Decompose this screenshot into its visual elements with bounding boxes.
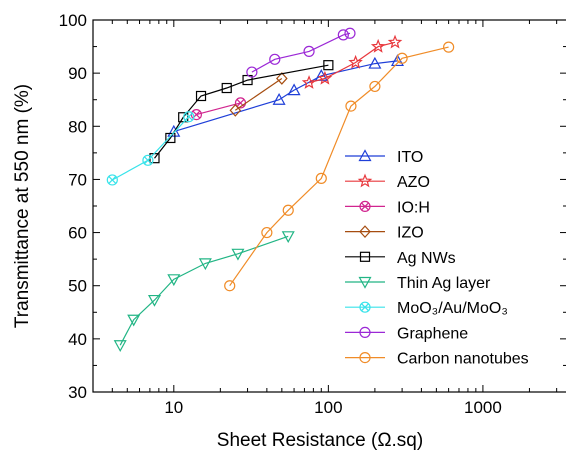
legend-label: AZO xyxy=(397,174,430,191)
series-8-point xyxy=(315,172,327,184)
legend-label: Ag NWs xyxy=(397,250,456,267)
legend-item: ITO xyxy=(345,149,423,166)
legend-label: Thin Ag layer xyxy=(397,275,491,292)
series-3-point xyxy=(276,72,288,85)
y-tick-label: 60 xyxy=(68,224,87,243)
legend: ITO AZO IO:H IZO Ag NWs Thin Ag layer MoO₃/Au/… xyxy=(345,149,529,368)
series-0-point xyxy=(287,83,301,96)
y-axis-label: Transmittance at 550 nm (%) xyxy=(12,84,33,328)
x-axis-label: Sheet Resistance (Ω.sq) xyxy=(217,430,423,451)
series-3-line xyxy=(234,78,283,111)
legend-label: IZO xyxy=(397,225,424,242)
x-axis: 10 100 1000 xyxy=(92,20,558,417)
series-3 xyxy=(229,72,288,117)
series-4-point xyxy=(323,60,334,71)
series-1-point xyxy=(370,38,386,53)
series-8-point xyxy=(443,41,455,53)
series-6-point xyxy=(106,174,118,186)
series-1-point xyxy=(348,54,363,69)
series-1-point xyxy=(317,70,333,85)
series-4-point xyxy=(221,82,232,94)
series-7-point xyxy=(337,29,349,41)
series-0-point xyxy=(272,92,286,105)
legend-item: Thin Ag layer xyxy=(345,275,491,292)
y-tick-label: 50 xyxy=(68,277,87,296)
legend-marker xyxy=(359,326,371,338)
series-0-point xyxy=(368,56,382,69)
y-tick-label: 90 xyxy=(68,64,87,83)
series-1-point xyxy=(301,75,317,89)
series-7-point xyxy=(344,27,356,39)
legend-marker xyxy=(359,200,371,212)
legend-label: ITO xyxy=(397,149,423,166)
series-4-point xyxy=(195,90,207,102)
y-axis: 30 40 50 60 70 80 90 100 xyxy=(59,11,566,402)
y-tick-label: 100 xyxy=(59,11,87,30)
series-6-point xyxy=(183,111,195,123)
series-5-point xyxy=(113,340,127,352)
legend-item: Graphene xyxy=(345,325,468,342)
series-4 xyxy=(149,60,334,164)
legend-label: Carbon nanotubes xyxy=(397,351,529,368)
legend-label: MoO₃/Au/MoO₃ xyxy=(397,300,508,317)
series-7-point xyxy=(246,66,258,78)
legend-marker xyxy=(359,352,371,364)
series-8 xyxy=(224,41,455,292)
series-5-point xyxy=(147,294,162,307)
series-5-point xyxy=(281,231,295,244)
series-7-line xyxy=(251,32,351,73)
legend-label: Graphene xyxy=(397,325,468,342)
series-5-point xyxy=(167,274,181,287)
series-8-point xyxy=(396,52,408,64)
series-8-point xyxy=(369,80,381,93)
legend-item: AZO xyxy=(345,173,430,191)
series-7-point xyxy=(303,45,315,57)
legend-marker xyxy=(358,149,372,162)
series-3-point xyxy=(229,103,242,117)
series-2 xyxy=(190,97,247,121)
legend-item: IZO xyxy=(345,225,424,242)
series-7-point xyxy=(269,53,281,65)
series-5-point xyxy=(231,248,245,261)
series-5 xyxy=(113,231,295,352)
legend-marker xyxy=(357,173,373,188)
legend-item: Ag NWs xyxy=(345,250,456,267)
series-2-line xyxy=(196,102,241,116)
legend-item: IO:H xyxy=(345,199,430,216)
y-tick-label: 70 xyxy=(68,170,87,189)
series-5-line xyxy=(119,235,289,346)
series-7 xyxy=(246,27,356,78)
legend-item: MoO₃/Au/MoO₃ xyxy=(345,300,508,317)
x-tick-label: 1000 xyxy=(464,398,502,417)
legend-marker xyxy=(358,276,372,289)
series-4-line xyxy=(154,64,329,159)
y-tick-label: 30 xyxy=(68,383,87,402)
series-4-point xyxy=(165,132,176,144)
series-layer xyxy=(106,27,455,352)
x-tick-label: 10 xyxy=(164,398,183,417)
x-tick-label: 100 xyxy=(314,398,342,417)
series-8-point xyxy=(224,280,236,292)
series-6 xyxy=(106,111,195,186)
series-8-point xyxy=(261,226,273,239)
series-0 xyxy=(167,54,404,137)
legend-item: Carbon nanotubes xyxy=(345,351,529,368)
series-6-point xyxy=(142,154,154,166)
series-8-point xyxy=(345,100,357,112)
series-5-point xyxy=(127,314,141,327)
series-8-point xyxy=(282,204,294,216)
series-5-point xyxy=(198,258,212,271)
y-tick-label: 80 xyxy=(68,117,87,136)
series-0-point xyxy=(167,124,181,137)
legend-marker xyxy=(359,225,371,238)
series-1-point xyxy=(387,34,403,49)
series-0-line xyxy=(173,60,398,133)
legend-label: IO:H xyxy=(397,199,430,216)
y-tick-label: 40 xyxy=(68,330,87,349)
series-1 xyxy=(301,34,403,89)
legend-marker xyxy=(359,251,371,262)
legend-marker xyxy=(359,301,371,313)
